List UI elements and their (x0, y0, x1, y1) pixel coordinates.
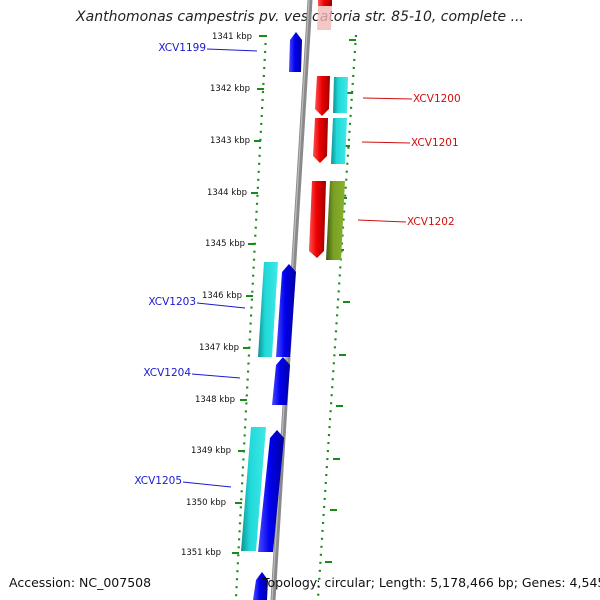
gene-arrow-top-partial (318, 0, 332, 6)
gene-arrow-xcv1205[interactable] (258, 430, 284, 552)
gene-label-xcv1202[interactable]: XCV1202 (407, 216, 455, 228)
scale-label-1351: 1351 kbp (181, 548, 221, 558)
map-title: Xanthomonas campestris pv. vesicatoria s… (76, 9, 524, 25)
scale-label-1350: 1350 kbp (186, 498, 226, 508)
gene-label-xcv1204[interactable]: XCV1204 (143, 367, 191, 379)
scale-label-1349: 1349 kbp (191, 446, 231, 456)
gene-label-xcv1201[interactable]: XCV1201 (411, 137, 459, 149)
label-leaders (182, 48, 413, 488)
gene-label-xcv1203[interactable]: XCV1203 (148, 296, 196, 308)
scale-label-1344: 1344 kbp (207, 188, 247, 198)
gene-features (241, 0, 348, 600)
left-tick-track (234, 34, 268, 599)
gene-label-xcv1200[interactable]: XCV1200 (413, 93, 461, 105)
gene-feature-top-pink (317, 6, 332, 30)
gene-feature-xcv1202-olive (326, 181, 345, 260)
scale-label-1341: 1341 kbp (212, 32, 252, 42)
gene-feature-xcv1205-cyan (241, 427, 266, 551)
left-major-ticks (232, 35, 266, 554)
gene-feature-xcv1201-cyan (331, 118, 347, 164)
scale-label-1348: 1348 kbp (195, 395, 235, 405)
gene-arrow-xcv1203[interactable] (276, 264, 296, 357)
topology-text: Topology: circular; Length: 5,178,466 bp… (262, 575, 600, 590)
gene-arrow-xcv1201[interactable] (313, 118, 328, 163)
gene-arrow-xcv1202[interactable] (309, 181, 326, 258)
scale-label-1342: 1342 kbp (210, 84, 250, 94)
gene-arrow-xcv1199[interactable] (289, 32, 302, 72)
gene-label-xcv1205[interactable]: XCV1205 (134, 475, 182, 487)
gene-labels: XCV1199 XCV1203 XCV1204 XCV1205 XCV1200 … (134, 42, 460, 487)
scale-label-1343: 1343 kbp (210, 136, 250, 146)
gene-feature-xcv1203-cyan (258, 262, 278, 357)
gene-arrow-bottom-partial (253, 572, 268, 600)
scale-label-1345: 1345 kbp (205, 239, 245, 249)
gene-feature-xcv1200-cyan (333, 77, 348, 113)
gene-arrow-xcv1200[interactable] (315, 76, 330, 116)
gene-label-xcv1199[interactable]: XCV1199 (158, 42, 206, 54)
scale-label-1346: 1346 kbp (202, 291, 242, 301)
accession-text: Accession: NC_007508 (9, 575, 152, 590)
scale-label-1347: 1347 kbp (199, 343, 239, 353)
gene-arrow-xcv1204[interactable] (272, 357, 290, 405)
scale-labels: 1341 kbp 1342 kbp 1343 kbp 1344 kbp 1345… (181, 32, 252, 558)
